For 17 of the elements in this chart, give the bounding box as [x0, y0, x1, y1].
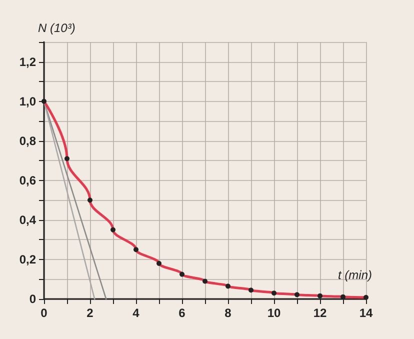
x-tick-label: 4: [132, 306, 140, 320]
x-tick-label: 14: [359, 306, 373, 320]
y-tick-label: 0,6: [19, 173, 36, 188]
y-axis-title: N (10³): [38, 21, 76, 35]
y-tick-label: 1,2: [19, 54, 36, 69]
y-tick-label: 0,8: [19, 134, 36, 148]
x-tick-label: 12: [313, 306, 327, 320]
x-tick-label: 8: [224, 306, 232, 320]
x-tick-label: 2: [86, 306, 94, 320]
y-tick-label: 0: [29, 292, 36, 306]
y-tick-label: 0,2: [19, 252, 36, 266]
x-axis-title: t (min): [338, 268, 372, 282]
x-tick-label: 6: [178, 306, 186, 320]
y-tick-label: 0,4: [19, 212, 36, 227]
y-tick-label: 1,0: [19, 94, 36, 108]
x-tick-label: 0: [40, 306, 48, 320]
x-tick-label: 10: [267, 306, 281, 320]
